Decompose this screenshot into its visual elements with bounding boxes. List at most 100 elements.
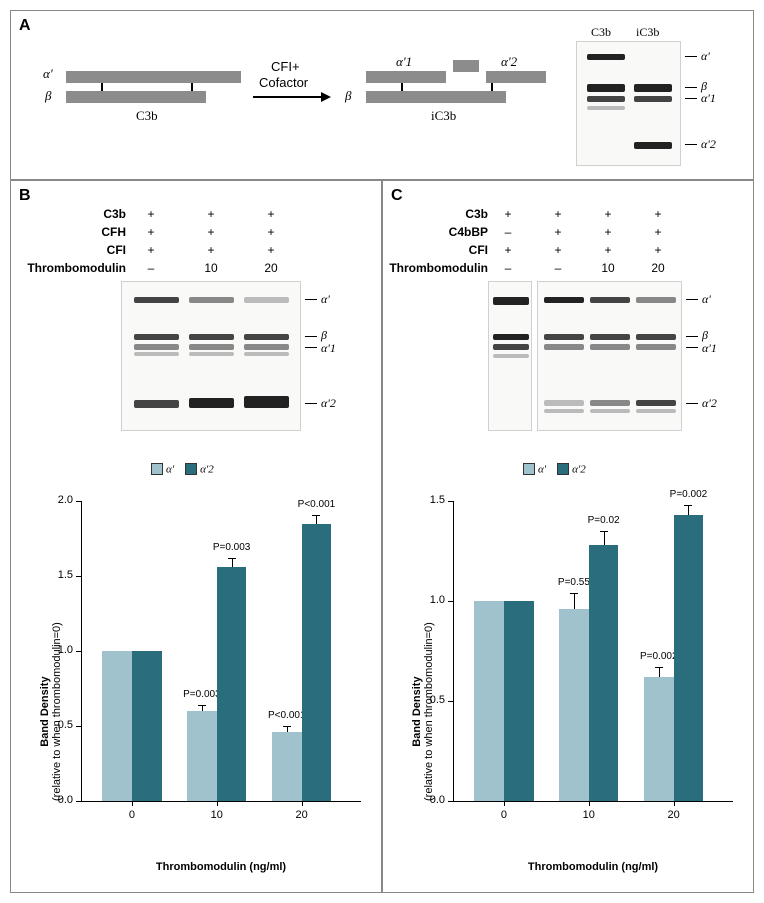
xtick (589, 801, 590, 806)
band (189, 398, 234, 408)
schematic-c3b: α' β C3b (41, 66, 241, 136)
band (493, 297, 529, 305)
legend-txt-1: α' (166, 463, 174, 475)
cond-val: + (261, 243, 281, 257)
c3b-alpha-label: α' (43, 66, 53, 82)
band (544, 409, 584, 413)
bar (559, 609, 589, 801)
ytick (448, 501, 453, 502)
panel-c-blot-2 (537, 281, 682, 431)
cond-val: + (548, 207, 568, 221)
cond-val: + (598, 243, 618, 257)
band (544, 400, 584, 406)
band (587, 54, 625, 60)
c3b-conn-1 (101, 83, 103, 91)
band (134, 344, 179, 350)
c3b-caption: C3b (136, 108, 158, 124)
xtick-label: 0 (489, 809, 519, 821)
cond-row-label: C4bBP (449, 225, 488, 239)
panel-c-chart: 0.00.51.01.50P=0.55P=0.0210P=0.002P=0.00… (453, 501, 733, 831)
panel-c: C C3b C4bBP CFI Thrombomodulin + + + + –… (382, 180, 754, 893)
band (636, 334, 676, 340)
band (493, 344, 529, 350)
band (636, 344, 676, 350)
ylabel-line1: Band Density (39, 676, 51, 746)
legend-txt-2: α'2 (200, 463, 214, 475)
error-bar (574, 593, 575, 609)
ylabel-line1: Band Density (411, 676, 423, 746)
cond-val: 10 (201, 261, 221, 275)
cond-val: + (498, 207, 518, 221)
b-band-3: α'2 (321, 396, 336, 411)
ytick (448, 801, 453, 802)
cond-row-label: Thrombomodulin (27, 261, 126, 275)
band (244, 297, 289, 303)
y-axis (453, 501, 454, 801)
c-band-2: α'1 (702, 341, 717, 356)
c3b-conn-2 (191, 83, 193, 91)
panel-c-label: C (391, 187, 403, 205)
legend-swatch-2 (557, 463, 569, 475)
ic3b-a2-bar (486, 71, 546, 83)
error-bar (232, 558, 233, 567)
cond-val: – (498, 225, 518, 239)
error-bar (604, 531, 605, 545)
bar (504, 601, 534, 801)
x-axis (453, 801, 733, 802)
band (244, 344, 289, 350)
legend-swatch-2 (185, 463, 197, 475)
tick (685, 98, 697, 99)
panel-b-chart: 0.00.51.01.52.00P=0.003P=0.00310P<0.001P… (81, 501, 361, 831)
c3b-beta-bar (66, 91, 206, 103)
x-axis (81, 801, 361, 802)
a-band-3: α'2 (701, 137, 716, 152)
a-blot-lane-0: C3b (591, 25, 611, 40)
arrow-text-top: CFI+ (271, 59, 300, 74)
band (587, 84, 625, 92)
error-bar (659, 667, 660, 677)
panel-b-ylabel: Band Density (relative to when thrombomo… (39, 622, 63, 801)
pvalue-label: P=0.02 (582, 515, 626, 526)
ytick (448, 601, 453, 602)
cond-row-label: CFH (101, 225, 126, 239)
panel-c-ylabel: Band Density (relative to when thrombomo… (411, 622, 435, 801)
a-blot-lane-1: iC3b (636, 25, 659, 40)
band (590, 409, 630, 413)
band (244, 352, 289, 356)
error-cap (655, 667, 663, 668)
error-cap (600, 531, 608, 532)
band (244, 334, 289, 340)
panel-c-legend: α' α'2 (523, 463, 586, 475)
xtick (132, 801, 133, 806)
cond-val: + (648, 225, 668, 239)
cond-val: + (201, 225, 221, 239)
ytick-label: 1.5 (415, 494, 445, 506)
ytick-label: 2.0 (43, 494, 73, 506)
xtick (674, 801, 675, 806)
figure-container: A α' β C3b CFI+ Cofactor α'1 (0, 0, 764, 903)
arrow-text-bottom: Cofactor (259, 75, 308, 90)
cond-val: + (141, 207, 161, 221)
bar (644, 677, 674, 801)
panel-b-label: B (19, 187, 31, 205)
pvalue-label: P=0.002 (666, 489, 710, 500)
ic3b-a1-label: α'1 (396, 54, 412, 70)
xtick (504, 801, 505, 806)
panel-a: A α' β C3b CFI+ Cofactor α'1 (10, 10, 754, 180)
cond-val: + (141, 243, 161, 257)
band (636, 400, 676, 406)
legend-swatch-1 (523, 463, 535, 475)
tick (686, 336, 698, 337)
band (590, 344, 630, 350)
tick (685, 56, 697, 57)
ytick (76, 651, 81, 652)
schematic-ic3b: α'1 α'2 β iC3b (341, 56, 551, 136)
cond-row-label: Thrombomodulin (389, 261, 488, 275)
bar (187, 711, 217, 801)
arrow-head (321, 92, 331, 102)
band (590, 297, 630, 303)
band (134, 334, 179, 340)
ic3b-conn-1 (401, 83, 403, 91)
c3b-alpha-bar (66, 71, 241, 83)
band (189, 334, 234, 340)
